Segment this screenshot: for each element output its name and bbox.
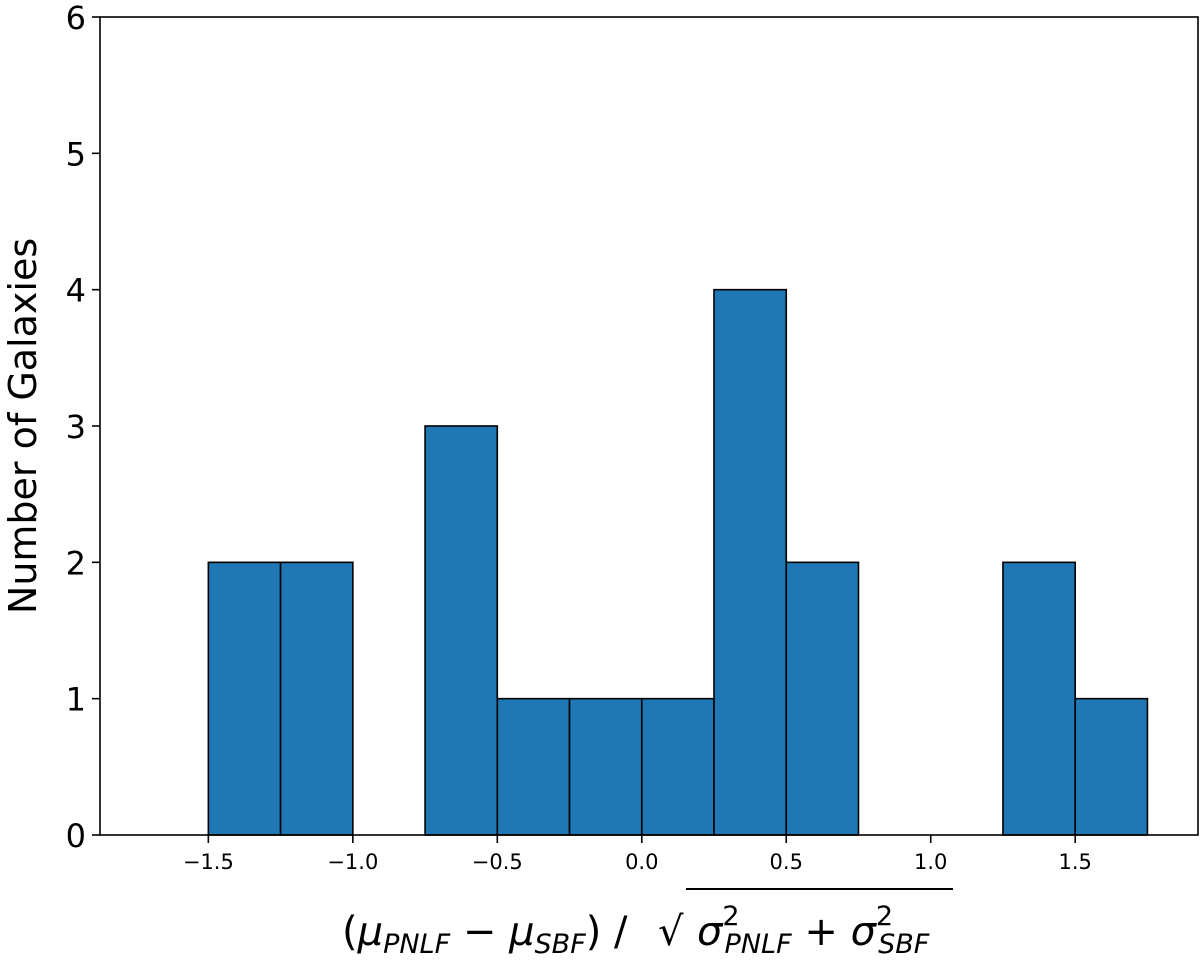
y-tick-label: 4: [66, 272, 86, 310]
x-tick-label: −1.5: [183, 850, 234, 874]
histogram-bar-7: [785, 561, 860, 836]
y-tick-label: 0: [66, 817, 86, 855]
xlabel-sqrt-sign: √: [658, 909, 684, 955]
x-tick-label: 0.5: [770, 850, 803, 874]
histogram-bar-3: [496, 697, 571, 836]
xlabel-sub-sbf-1: SBF: [535, 929, 587, 960]
xlabel-open-paren: (: [342, 909, 358, 955]
x-tick-label: −1.0: [327, 850, 378, 874]
xlabel-sub-pnlf-2: PNLF: [725, 929, 793, 960]
histogram-bar-4: [568, 697, 643, 836]
xlabel-close-slash: ) /: [586, 909, 628, 955]
y-tick-label: 3: [66, 408, 86, 446]
xlabel-sigma-1: σ: [697, 909, 724, 955]
y-axis-ticks: 0 1 2 3 4 5 6: [66, 0, 100, 855]
x-tick-label: 0.0: [625, 850, 658, 874]
xlabel-minus: −: [450, 909, 509, 955]
x-tick-label: −0.5: [472, 850, 523, 874]
xlabel-sup2-1: 2: [722, 901, 739, 932]
x-tick-label: 1.5: [1058, 850, 1091, 874]
xlabel-sigma-2: σ: [851, 909, 878, 955]
xlabel-mu-1: μ: [357, 909, 383, 955]
xlabel-sub-sbf-2: SBF: [878, 929, 930, 960]
histogram-bar-9: [1074, 697, 1149, 836]
histogram-bar-1: [279, 561, 354, 836]
y-tick-label: 5: [66, 135, 86, 173]
x-axis-ticks: −1.5 −1.0 −0.5 0.0 0.5 1.0 1.5: [183, 835, 1092, 874]
histogram-bar-8: [1002, 561, 1076, 836]
xlabel-sup2-2: 2: [876, 901, 893, 932]
y-tick-label: 6: [66, 0, 86, 37]
histogram-bar-0: [207, 561, 282, 836]
y-tick-label: 1: [66, 681, 86, 719]
histogram-bar-2: [424, 425, 499, 836]
x-tick-label: 1.0: [914, 850, 947, 874]
histogram-bar-6: [713, 288, 788, 836]
svg-text:(μPNLF − μSBF) /: (μPNLF − μSBF) /: [342, 909, 628, 960]
x-axis-label: (μPNLF − μSBF) / √ σ2 PNLF + σ2 SBF: [342, 888, 953, 960]
y-tick-label: 2: [66, 544, 86, 582]
xlabel-sub-pnlf-1: PNLF: [383, 929, 451, 960]
histogram-bar-5: [640, 697, 715, 836]
bars-group: [207, 288, 1149, 836]
xlabel-plus: +: [792, 909, 851, 955]
y-axis-label: Number of Galaxies: [1, 238, 45, 614]
xlabel-mu-2: μ: [508, 909, 534, 955]
